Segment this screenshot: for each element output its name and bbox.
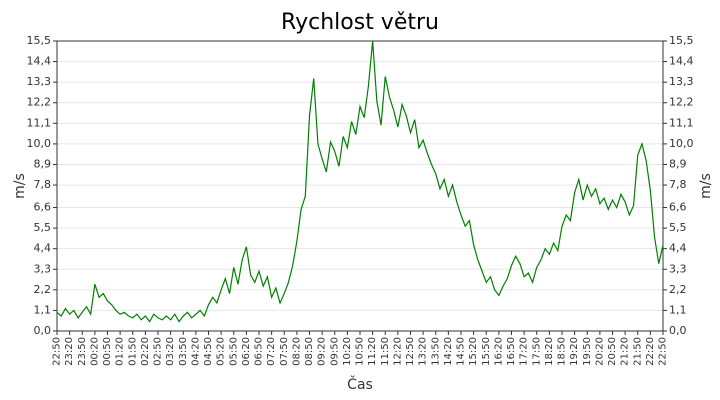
y-tick-label: 12,2 bbox=[27, 96, 52, 109]
x-tick-label: 00:50 bbox=[102, 337, 113, 366]
x-tick-label: 05:20 bbox=[216, 337, 227, 366]
y-tick-label: 0,0 bbox=[34, 324, 52, 337]
x-tick-label: 10:50 bbox=[355, 337, 366, 366]
x-tick-label: 19:50 bbox=[582, 337, 593, 366]
x-tick-label: 01:20 bbox=[115, 337, 126, 366]
y2-tick-label: 8,9 bbox=[669, 157, 687, 170]
x-tick-label: 11:20 bbox=[367, 337, 378, 366]
y-tick-label: 14,4 bbox=[27, 55, 52, 68]
y2-tick-label: 11,1 bbox=[669, 116, 694, 129]
x-tick-label: 03:50 bbox=[178, 337, 189, 366]
x-tick-label: 03:20 bbox=[165, 337, 176, 366]
y-tick-label: 10,0 bbox=[27, 137, 52, 150]
y2-tick-label: 1,1 bbox=[669, 303, 687, 316]
x-tick-label: 08:20 bbox=[291, 337, 302, 366]
x-tick-label: 15:50 bbox=[481, 337, 492, 366]
x-tick-label: 17:20 bbox=[519, 337, 530, 366]
x-tick-label: 15:20 bbox=[468, 337, 479, 366]
y-tick-label: 1,1 bbox=[34, 303, 52, 316]
y2-tick-label: 15,5 bbox=[669, 34, 694, 47]
y-tick-label: 4,4 bbox=[34, 242, 52, 255]
y-tick-label: 11,1 bbox=[27, 116, 52, 129]
x-tick-label: 22:20 bbox=[645, 337, 656, 366]
x-tick-label: 20:20 bbox=[594, 337, 605, 366]
x-tick-label: 21:50 bbox=[632, 337, 643, 366]
y2-tick-label: 14,4 bbox=[669, 55, 694, 68]
x-tick-label: 13:20 bbox=[418, 337, 429, 366]
x-tick-label: 14:50 bbox=[456, 337, 467, 366]
x-tick-label: 12:50 bbox=[405, 337, 416, 366]
x-tick-label: 08:50 bbox=[304, 337, 315, 366]
y-tick-label: 3,3 bbox=[34, 262, 52, 275]
y2-tick-label: 6,6 bbox=[669, 201, 687, 214]
y2-tick-label: 5,5 bbox=[669, 221, 687, 234]
x-tick-label: 09:50 bbox=[329, 337, 340, 366]
y-tick-label: 13,3 bbox=[27, 75, 52, 88]
x-tick-label: 22:50 bbox=[658, 337, 669, 366]
x-tick-label: 18:50 bbox=[557, 337, 568, 366]
x-tick-label: 20:50 bbox=[607, 337, 618, 366]
x-tick-label: 22:50 bbox=[52, 337, 63, 366]
x-tick-label: 21:20 bbox=[620, 337, 631, 366]
x-tick-label: 01:50 bbox=[127, 337, 138, 366]
x-tick-label: 04:20 bbox=[190, 337, 201, 366]
x-tick-label: 14:20 bbox=[443, 337, 454, 366]
x-tick-label: 17:50 bbox=[531, 337, 542, 366]
x-tick-label: 16:50 bbox=[506, 337, 517, 366]
x-tick-label: 11:50 bbox=[380, 337, 391, 366]
y-tick-label: 15,5 bbox=[27, 34, 52, 47]
x-tick-label: 12:20 bbox=[392, 337, 403, 366]
x-tick-label: 23:20 bbox=[64, 337, 75, 366]
y2-tick-label: 2,2 bbox=[669, 283, 687, 296]
data-line bbox=[56, 40, 664, 323]
x-tick-label: 13:50 bbox=[430, 337, 441, 366]
y-tick-label: 7,8 bbox=[34, 178, 52, 191]
y2-tick-label: 3,3 bbox=[669, 262, 687, 275]
x-tick-label: 18:20 bbox=[544, 337, 555, 366]
x-tick-label: 07:20 bbox=[266, 337, 277, 366]
x-tick-label: 07:50 bbox=[279, 337, 290, 366]
x-tick-label: 19:20 bbox=[569, 337, 580, 366]
x-tick-label: 06:50 bbox=[254, 337, 265, 366]
chart-title: Rychlost větru bbox=[281, 10, 439, 35]
y2-tick-label: 0,0 bbox=[669, 324, 687, 337]
y2-tick-label: 13,3 bbox=[669, 75, 694, 88]
x-tick-label: 05:50 bbox=[228, 337, 239, 366]
y2-tick-label: 12,2 bbox=[669, 96, 694, 109]
x-tick-label: 04:50 bbox=[203, 337, 214, 366]
x-tick-label: 02:50 bbox=[153, 337, 164, 366]
x-tick-label: 09:20 bbox=[317, 337, 328, 366]
x-axis-label: Čas bbox=[347, 375, 373, 393]
y2-axis-label: m/s bbox=[698, 173, 714, 199]
y-axis-label: m/s bbox=[12, 173, 28, 199]
x-tick-label: 00:20 bbox=[89, 337, 100, 366]
y-tick-label: 2,2 bbox=[34, 283, 52, 296]
x-tick-label: 10:20 bbox=[342, 337, 353, 366]
x-tick-label: 06:20 bbox=[241, 337, 252, 366]
y2-tick-label: 7,8 bbox=[669, 178, 687, 191]
plot-border bbox=[56, 40, 664, 332]
y-tick-label: 8,9 bbox=[34, 157, 52, 170]
y2-tick-label: 10,0 bbox=[669, 137, 694, 150]
x-tick-label: 23:50 bbox=[77, 337, 88, 366]
y2-tick-label: 4,4 bbox=[669, 242, 687, 255]
x-tick-label: 02:20 bbox=[140, 337, 151, 366]
y-tick-label: 6,6 bbox=[34, 201, 52, 214]
x-tick-label: 16:20 bbox=[493, 337, 504, 366]
y-tick-label: 5,5 bbox=[34, 221, 52, 234]
